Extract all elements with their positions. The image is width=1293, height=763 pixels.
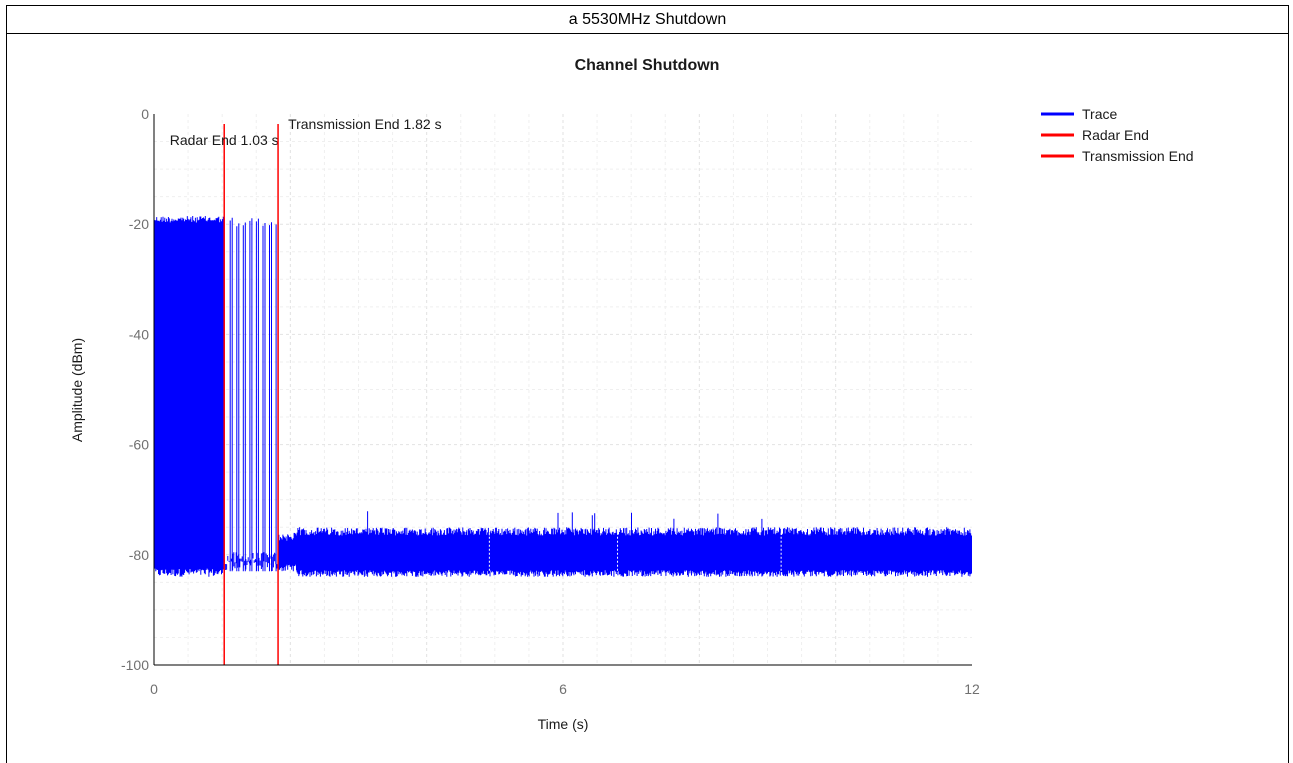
- legend-label: Trace: [1082, 106, 1117, 122]
- x-tick-label: 12: [964, 681, 980, 697]
- chart-title: Channel Shutdown: [575, 57, 720, 74]
- marker-annotation-0: Radar End 1.03 s: [170, 132, 279, 148]
- marker-annotation-1: Transmission End 1.82 s: [288, 116, 442, 132]
- x-tick-label: 6: [559, 681, 567, 697]
- legend-label: Radar End: [1082, 127, 1149, 143]
- x-tick-label: 0: [150, 681, 158, 697]
- figure-caption: a 5530MHz Shutdown: [7, 6, 1288, 34]
- y-tick-label: -60: [129, 437, 149, 453]
- trace-segment: [277, 532, 297, 572]
- grid: [154, 114, 972, 665]
- y-tick-label: 0: [141, 106, 149, 122]
- figure-frame: a 5530MHz Shutdown: [6, 5, 1289, 763]
- y-tick-label: -40: [129, 326, 149, 342]
- y-tick-label: -100: [121, 657, 149, 673]
- y-axis-label: Amplitude (dBm): [69, 338, 85, 442]
- trace-segment: [223, 217, 279, 572]
- marker-lines: Radar End 1.03 s Transmission End 1.82 s: [170, 116, 442, 665]
- y-tick-label: -20: [129, 216, 149, 232]
- y-tick-label: -80: [129, 547, 149, 563]
- legend-label: Transmission End: [1082, 148, 1194, 164]
- legend: Trace Radar End Transmission End: [1041, 106, 1194, 164]
- trace-segment: [153, 216, 225, 577]
- trace-segment: [296, 511, 972, 577]
- x-axis-label: Time (s): [538, 716, 589, 732]
